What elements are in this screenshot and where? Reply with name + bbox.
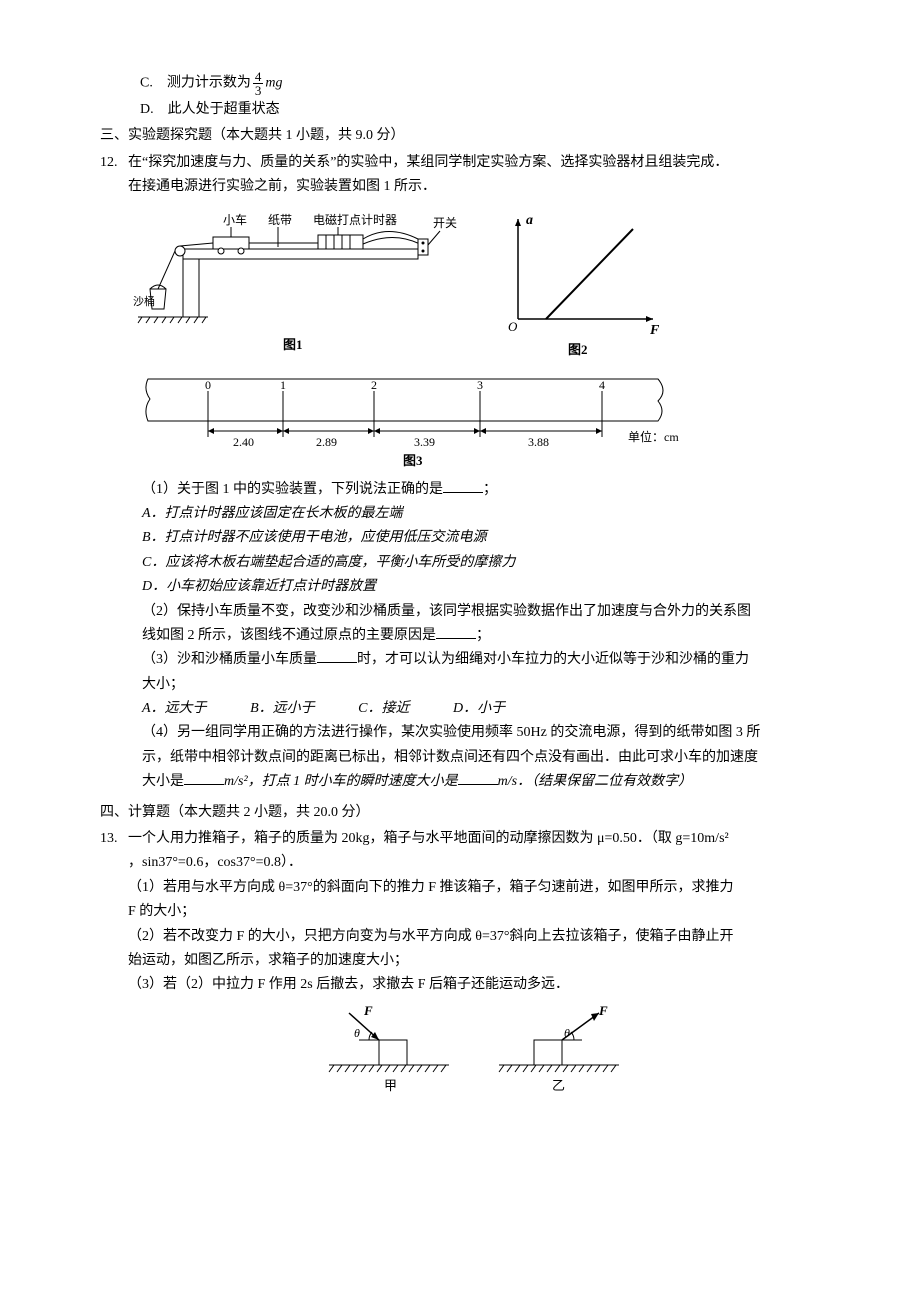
q12-part3-options: A．远大于 B．远小于 C．接近 D．小于 [128,698,820,720]
q12-opt-a: A．打点计时器应该固定在长木板的最左端 [128,503,820,525]
q13-intro-1: 一个人用力推箱子，箱子的质量为 20kg，箱子与水平地面间的动摩擦因数为 μ=0… [128,828,820,850]
q12-part3: （3）沙和沙桶质量小车质量时，才可以认为细绳对小车拉力的大小近似等于沙和沙桶的重… [128,649,820,671]
svg-text:图3: 图3 [403,453,423,468]
fig-yi-svg: F θ 乙 [494,1005,624,1095]
fraction-4-3: 43 [253,70,264,97]
fig-jia-svg: F θ 甲 [324,1005,454,1095]
q13-part3: （3）若（2）中拉力 F 作用 2s 后撤去，求撤去 F 后箱子还能运动多远． [128,974,820,996]
question-13: 13. 一个人用力推箱子，箱子的质量为 20kg，箱子与水平地面间的动摩擦因数为… [100,828,820,1095]
blank-2 [436,625,476,639]
svg-text:单位：cm: 单位：cm [628,429,679,444]
svg-text:1: 1 [280,378,286,392]
svg-text:电磁打点计时器: 电磁打点计时器 [313,212,397,227]
q13-number: 13. [100,828,128,1095]
figure-2-graph: a F O 图2 [498,209,668,359]
svg-text:a: a [526,213,533,228]
svg-text:开关: 开关 [433,216,457,230]
blank-4 [184,771,224,785]
svg-text:2.40: 2.40 [233,435,254,449]
fig3-svg: 0 1 2 3 4 2.40 [128,369,708,469]
section-3-heading: 三、实验题探究题（本大题共 1 小题，共 9.0 分） [100,125,820,147]
q12-part4b: 示，纸带中相邻计数点间的距离已标出，相邻计数点间还有四个点没有画出．由此可求小车… [128,747,820,769]
svg-text:2: 2 [371,378,377,392]
svg-text:F: F [649,323,660,338]
q13-intro-2: ，sin37°=0.6，cos37°=0.8）． [128,852,820,874]
q12-intro-1: 在“探究加速度与力、质量的关系”的实验中，某组同学制定实验方案、选择实验器材且组… [128,152,820,174]
q12-opt-c: C．应该将木板右端垫起合适的高度，平衡小车所受的摩擦力 [128,552,820,574]
q12-figures-top: 小车 纸带 电磁打点计时器 开关 [128,209,820,359]
fig1-svg: 小车 纸带 电磁打点计时器 开关 [128,209,468,359]
svg-text:图2: 图2 [568,342,588,357]
svg-text:图1: 图1 [283,337,303,352]
svg-text:O: O [508,319,518,334]
blank-1 [443,479,483,493]
svg-text:0: 0 [205,378,211,392]
svg-text:2.89: 2.89 [316,435,337,449]
q12-part4c: 大小是m/s²，打点 1 时小车的瞬时速度大小是m/s．（结果保留二位有效数字） [128,771,820,793]
figure-1-apparatus: 小车 纸带 电磁打点计时器 开关 [128,209,468,359]
q13-part2a: （2）若不改变力 F 的大小，只把方向变为与水平方向成 θ=37°斜向上去拉该箱… [128,926,820,948]
svg-text:甲: 甲 [384,1078,397,1093]
q12-part2b: 线如图 2 所示，该图线不通过原点的主要原因是； [128,625,820,647]
question-12: 12. 在“探究加速度与力、质量的关系”的实验中，某组同学制定实验方案、选择实验… [100,152,820,796]
svg-text:纸带: 纸带 [268,213,292,227]
q11-c-prefix: C. 测力计示数为 [140,76,251,91]
svg-text:3: 3 [477,378,483,392]
q13-body: 一个人用力推箱子，箱子的质量为 20kg，箱子与水平地面间的动摩擦因数为 μ=0… [128,828,820,1095]
q12-part3c: 大小； [128,674,820,696]
q12-intro-2: 在接通电源进行实验之前，实验装置如图 1 所示． [128,176,820,198]
q11-option-d: D. 此人处于超重状态 [100,99,820,121]
blank-5 [458,771,498,785]
svg-text:F: F [363,1005,373,1018]
q13-part1a: （1）若用与水平方向成 θ=37°的斜面向下的推力 F 推该箱子，箱子匀速前进，… [128,877,820,899]
svg-text:θ: θ [564,1026,570,1040]
q13-part1b: F 的大小； [128,901,820,923]
svg-text:小车: 小车 [223,212,247,227]
q12-part2a: （2）保持小车质量不变，改变沙和沙桶质量，该同学根据实验数据作出了加速度与合外力… [128,601,820,623]
q13-figures: F θ 甲 [128,1005,820,1095]
svg-text:4: 4 [599,378,605,392]
svg-text:乙: 乙 [552,1078,565,1093]
q12-opt-b: B．打点计时器不应该使用干电池，应使用低压交流电源 [128,527,820,549]
section-4-heading: 四、计算题（本大题共 2 小题，共 20.0 分） [100,802,820,824]
fig2-svg: a F O 图2 [498,209,668,359]
q12-number: 12. [100,152,128,796]
q12-opt-d: D．小车初始应该靠近打点计时器放置 [128,576,820,598]
q13-part2b: 始运动，如图乙所示，求箱子的加速度大小； [128,950,820,972]
svg-text:沙桶: 沙桶 [133,294,155,308]
svg-text:3.39: 3.39 [414,435,435,449]
q11-option-c: C. 测力计示数为43mg [100,70,820,97]
q12-part1: （1）关于图 1 中的实验装置，下列说法正确的是； [128,479,820,501]
q11-c-suffix: mg [265,76,282,91]
q12-part4a: （4）另一组同学用正确的方法进行操作，某次实验使用频率 50Hz 的交流电源，得… [128,722,820,744]
q12-body: 在“探究加速度与力、质量的关系”的实验中，某组同学制定实验方案、选择实验器材且组… [128,152,820,796]
figure-3-tape: 0 1 2 3 4 2.40 [128,369,820,469]
svg-text:θ: θ [354,1026,360,1040]
svg-text:F: F [598,1005,608,1018]
svg-text:3.88: 3.88 [528,435,549,449]
blank-3 [317,649,357,663]
